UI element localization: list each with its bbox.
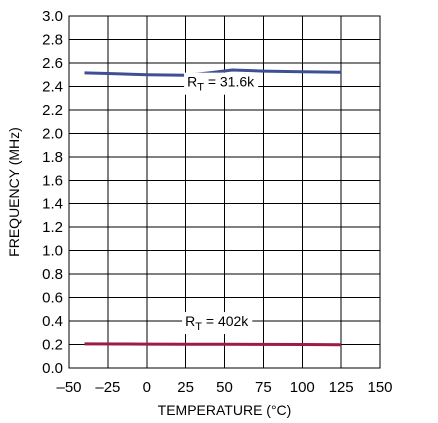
y-tick-label: 0.8 <box>42 266 63 283</box>
x-tick-label: 75 <box>255 379 272 396</box>
series-label-background <box>182 312 253 335</box>
x-axis-title: TEMPERATURE (°C) <box>158 402 292 418</box>
x-tick-label: 125 <box>329 379 354 396</box>
series-line-1 <box>84 342 342 347</box>
y-tick-label: 0.0 <box>42 360 63 377</box>
y-tick-label: 1.0 <box>42 243 63 260</box>
series-label-background <box>184 72 259 95</box>
y-tick-label: 2.2 <box>42 102 63 119</box>
x-tick-label: 25 <box>177 379 194 396</box>
y-tick-label: 3.0 <box>42 8 63 25</box>
y-tick-label: 0.2 <box>42 337 63 354</box>
y-axis-ticks: 0.0 0.2 0.4 0.6 0.8 1.0 1.2 1.4 1.6 1.8 2.0 2.2 2.4 2… <box>42 8 63 377</box>
plot-frame <box>68 15 381 369</box>
series-label-0: RT = 31.6k <box>187 74 255 94</box>
y-tick-label: 2.8 <box>42 31 63 48</box>
y-tick-label: 2.4 <box>42 78 63 95</box>
x-tick-label: –50 <box>56 379 81 396</box>
x-tick-label: 150 <box>367 379 392 396</box>
y-tick-label: 0.4 <box>42 313 63 330</box>
series-label-rest: = 402k <box>202 313 249 329</box>
x-tick-label: 50 <box>216 379 233 396</box>
y-tick-label: 1.2 <box>42 219 63 236</box>
x-tick-label: 100 <box>290 379 315 396</box>
series-label-main: R <box>187 74 197 90</box>
y-tick-label: 1.4 <box>42 196 63 213</box>
y-axis-title: FREQUENCY (MHz) <box>6 127 22 257</box>
series-label-1: RT = 402k <box>185 313 249 333</box>
y-tick-label: 1.6 <box>42 172 63 189</box>
x-tick-label: 0 <box>143 379 151 396</box>
x-axis-ticks: –50 –25 0 25 50 75 100 125 150 <box>56 379 392 396</box>
series-label-rest: = 31.6k <box>204 74 255 90</box>
series-label-subscript: T <box>197 82 204 94</box>
x-tick-label: –25 <box>95 379 120 396</box>
y-tick-label: 2.0 <box>42 125 63 142</box>
y-tick-label: 2.6 <box>42 55 63 72</box>
y-tick-label: 1.8 <box>42 149 63 166</box>
y-tick-label: 0.6 <box>42 290 63 307</box>
series-label-main: R <box>185 313 195 329</box>
series-label-subscript: T <box>195 321 202 333</box>
